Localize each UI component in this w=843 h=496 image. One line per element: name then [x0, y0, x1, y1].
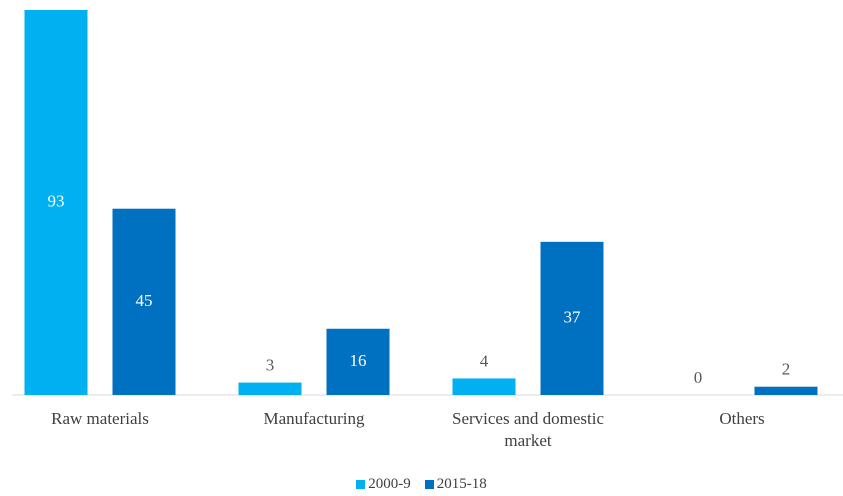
legend-label: 2015-18 — [436, 476, 487, 492]
x-tick-label: Manufacturing — [263, 409, 365, 428]
legend-item: 2015-18 — [424, 476, 487, 493]
x-tick-label: Services and domestic market — [451, 409, 604, 450]
data-label: 0 — [694, 368, 703, 387]
legend-label: 2000-9 — [368, 476, 411, 492]
bar — [540, 241, 604, 395]
legend-swatch — [424, 480, 434, 489]
data-label: 93 — [48, 191, 65, 210]
bar — [326, 328, 390, 395]
data-label: 2 — [782, 360, 791, 379]
bar — [452, 378, 516, 395]
x-tick-label: Raw materials — [51, 409, 149, 428]
bar — [24, 10, 88, 395]
data-label: 37 — [564, 307, 582, 326]
data-label: 3 — [266, 355, 275, 374]
data-label: 16 — [350, 351, 367, 370]
data-label: 45 — [136, 291, 153, 310]
data-label: 4 — [480, 351, 489, 370]
bar — [754, 386, 818, 395]
bar — [112, 208, 176, 395]
legend-item: 2000-9 — [356, 476, 411, 493]
legend: 2000-9 2015-18 — [0, 476, 843, 493]
bar — [238, 382, 302, 395]
x-tick-label: Others — [719, 409, 765, 428]
legend-swatch — [356, 480, 366, 489]
